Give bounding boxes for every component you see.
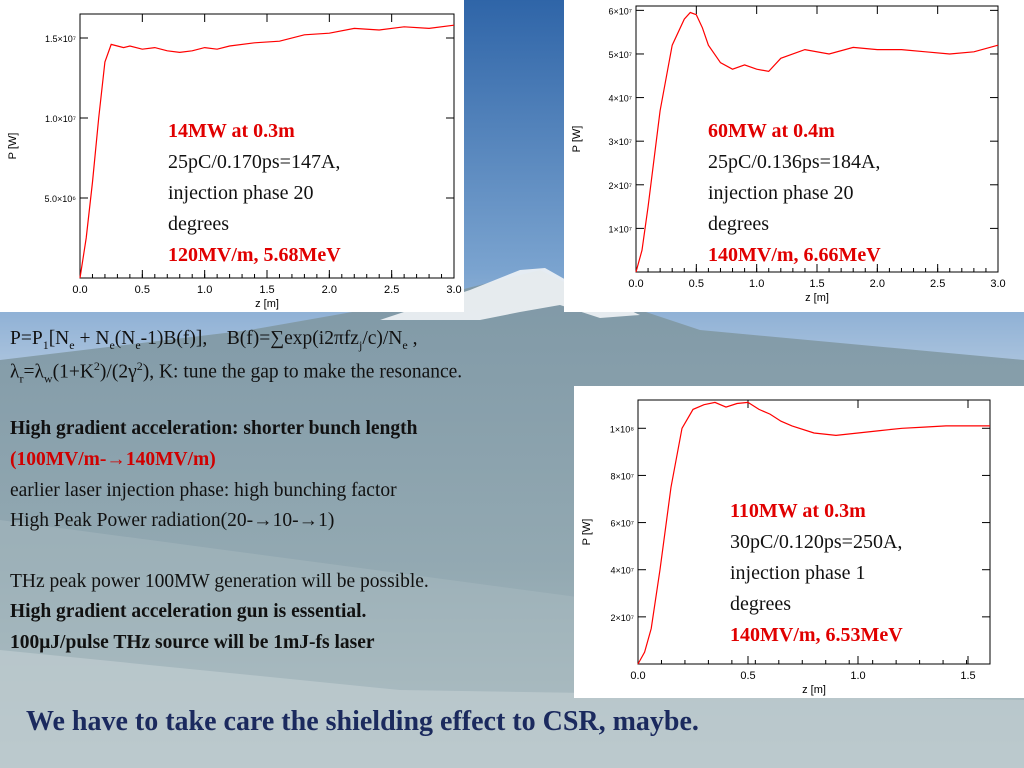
x-tick-label: 1.5 [259,284,274,296]
chart-2-power-curve [635,11,999,273]
chart1-bunch: 25pC/0.170ps=147A, [168,151,341,173]
chart3-annotation: 110MW at 0.3m 30pC/0.120ps=250A, injecti… [730,496,903,651]
y-tick-label: 2×10⁷ [608,181,632,191]
chart1-phase: injection phase 20 [168,182,314,204]
x-tick-label: 2.5 [384,284,399,296]
y-tick-label: 3×10⁷ [608,137,632,147]
x-tick-label: 0.5 [689,278,704,290]
text-line-5: THz peak power 100MW generation will be … [10,571,429,592]
y-tick-label: 5.0×10⁶ [45,194,77,204]
chart-3-axes: 0.0 0.5 1.0 1.5 2×10⁷ 4×10⁷ 6×10⁷ 8×10⁷ 1×10⁸ z [… [581,399,991,696]
chart3-degrees: degrees [730,593,792,615]
power-vs-z-chart-1: 0.0 0.5 1.0 1.5 2.0 2.5 3.0 5.0×10⁶ 1.0×10⁷ 1.5×1… [7,13,462,310]
text-line-3: earlier laser injection phase: high bunc… [10,480,397,501]
y-tick-label: 1×10⁷ [608,224,632,234]
y-tick-label: 2×10⁷ [610,613,634,623]
chart1-annotation: 14MW at 0.3m 25pC/0.170ps=147A, injectio… [168,116,341,271]
chart2-peak-power: 60MW at 0.4m [708,120,835,142]
chart1-degrees: degrees [168,213,230,235]
x-tick-label: 0.0 [628,278,643,290]
y-tick-label: 5×10⁷ [608,50,632,60]
chart3-bunch: 30pC/0.120ps=250A, [730,531,903,553]
y-tick-label: 4×10⁷ [610,566,634,576]
y-tick-label: 8×10⁷ [610,471,634,481]
power-vs-z-chart-3: 0.0 0.5 1.0 1.5 2×10⁷ 4×10⁷ 6×10⁷ 8×10⁷ 1×10⁸ z [… [581,399,991,696]
chart2-degrees: degrees [708,213,770,235]
x-axis-label: z [m] [255,298,279,310]
chart3-phase: injection phase 1 [730,562,866,584]
power-vs-z-chart-2: 0.0 0.5 1.0 1.5 2.0 2.5 3.0 1×10⁷ 2×10⁷ 3×10⁷ 4×10… [571,5,1006,304]
x-tick-label: 2.5 [930,278,945,290]
text-line-1: High gradient acceleration: shorter bunc… [10,418,418,439]
chart2-phase: injection phase 20 [708,182,854,204]
chart2-bunch: 25pC/0.136ps=184A, [708,151,881,173]
x-tick-label: 1.0 [850,670,865,682]
y-tick-label: 6×10⁷ [608,6,632,16]
x-tick-label: 1.5 [960,670,975,682]
power-formula: P=P1[Ne + Ne(Ne-1)B(f)], B(f)=∑exp(i2πfz… [10,328,418,352]
text-line-2: (100MV/m-→140MV/m) [10,449,216,470]
x-tick-label: 1.5 [809,278,824,290]
y-tick-label: 1.5×10⁷ [45,34,76,44]
chart1-gradient: 120MV/m, 5.68MeV [168,244,341,266]
x-tick-label: 0.5 [740,670,755,682]
chart2-annotation: 60MW at 0.4m 25pC/0.136ps=184A, injectio… [708,116,881,271]
chart3-gradient: 140MV/m, 6.53MeV [730,624,903,646]
x-tick-label: 0.0 [72,284,87,296]
x-tick-label: 3.0 [446,284,461,296]
text-line-4: High Peak Power radiation(20-→10-→1) [10,510,335,531]
x-tick-label: 1.0 [749,278,764,290]
x-tick-label: 3.0 [990,278,1005,290]
plot-frame [637,399,991,665]
y-axis-label: P [W] [7,133,19,160]
chart-1-power-curve [79,24,455,279]
text-line-7: 100μJ/pulse THz source will be 1mJ-fs la… [10,632,375,653]
chart-2-axes: 0.0 0.5 1.0 1.5 2.0 2.5 3.0 1×10⁷ 2×10⁷ 3×10⁷ 4×10… [571,5,1006,304]
x-tick-label: 2.0 [870,278,885,290]
x-tick-label: 2.0 [322,284,337,296]
x-tick-label: 0.0 [630,670,645,682]
conclusion-text: We have to take care the shielding effec… [26,706,699,737]
text-line-6: High gradient acceleration gun is essent… [10,601,367,622]
chart-panel-2: 0.0 0.5 1.0 1.5 2.0 2.5 3.0 1×10⁷ 2×10⁷ 3×10⁷ 4×10… [564,0,1024,312]
chart-1-axes: 0.0 0.5 1.0 1.5 2.0 2.5 3.0 5.0×10⁶ 1.0×10⁷ 1.5×1… [7,13,462,310]
chart3-peak-power: 110MW at 0.3m [730,500,866,522]
x-tick-label: 1.0 [197,284,212,296]
y-tick-label: 1.0×10⁷ [45,114,76,124]
y-tick-label: 4×10⁷ [608,94,632,104]
y-tick-label: 6×10⁷ [610,519,634,529]
y-tick-label: 1×10⁸ [610,424,634,434]
y-axis-label: P [W] [581,519,593,546]
chart1-peak-power: 14MW at 0.3m [168,120,295,142]
chart-panel-3: 0.0 0.5 1.0 1.5 2×10⁷ 4×10⁷ 6×10⁷ 8×10⁷ 1×10⁸ z [… [574,386,1024,698]
chart-panel-1: 0.0 0.5 1.0 1.5 2.0 2.5 3.0 5.0×10⁶ 1.0×10⁷ 1.5×1… [0,0,464,312]
x-axis-label: z [m] [805,292,829,304]
x-axis-label: z [m] [802,684,826,696]
y-axis-label: P [W] [571,126,583,153]
resonance-formula: λr=λw(1+K2)/(2γ2), K: tune the gap to ma… [10,359,463,386]
x-tick-label: 0.5 [135,284,150,296]
chart-3-power-curve [637,401,990,665]
chart2-gradient: 140MV/m, 6.66MeV [708,244,881,266]
